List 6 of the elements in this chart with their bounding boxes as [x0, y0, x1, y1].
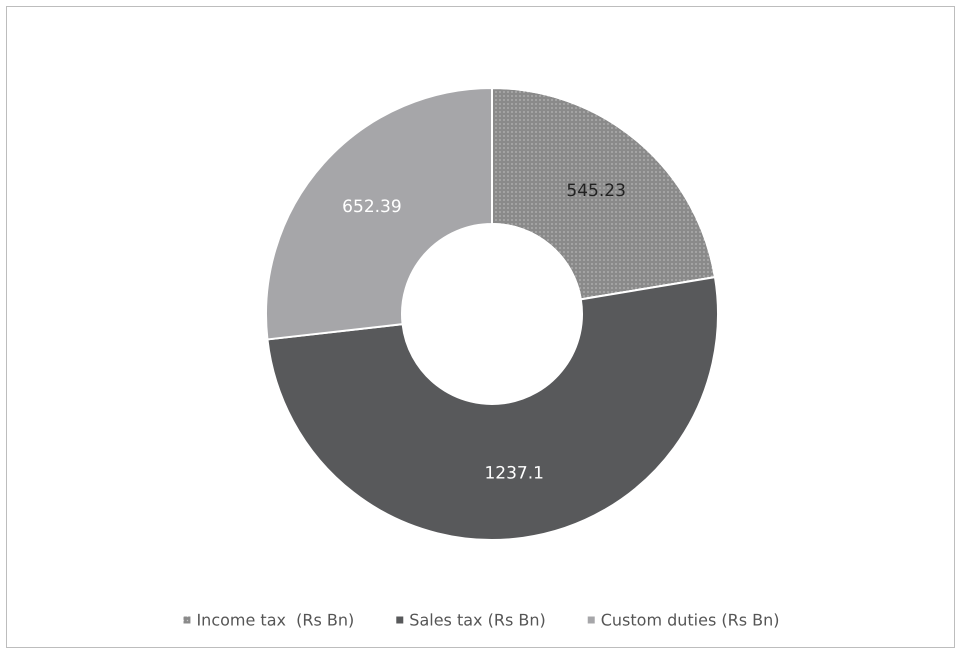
legend-label: Income tax (Rs Bn) — [196, 610, 354, 630]
legend-label: Custom duties (Rs Bn) — [600, 610, 780, 630]
data-label: 652.39 — [342, 196, 402, 217]
data-label: 1237.1 — [484, 463, 544, 484]
data-label: 545.23 — [566, 181, 626, 202]
legend-label: Sales tax (Rs Bn) — [409, 610, 546, 630]
